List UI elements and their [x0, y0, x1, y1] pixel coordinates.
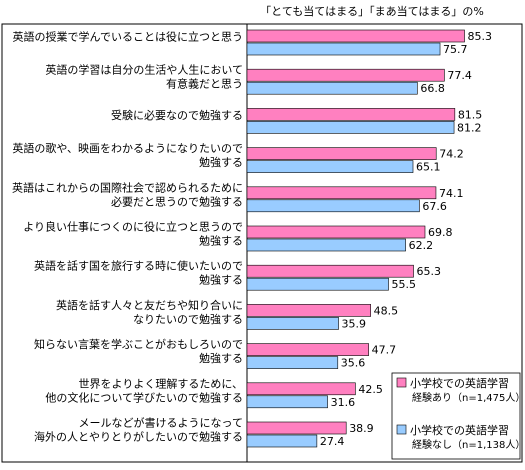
- bar-without-experience: [246, 121, 455, 134]
- data-label: 31.6: [331, 396, 356, 409]
- data-label: 48.5: [374, 304, 399, 317]
- bars: [246, 29, 465, 448]
- bar-without-experience: [246, 277, 389, 291]
- bar-without-experience: [246, 356, 339, 369]
- bar-with-experience: [246, 147, 437, 160]
- bar-with-experience: [246, 68, 445, 82]
- legend-label: 小学校での英語学習経験あり（n=1,475人）: [410, 376, 525, 404]
- data-label: 75.7: [443, 43, 468, 56]
- category-label-line: 海外の人とやりとりがしたいので勉強する: [34, 430, 243, 444]
- category-label: メールなどが書けるようになって海外の人とやりとりがしたいので勉強する: [34, 416, 243, 444]
- category-label: 世界をよりよく理解するために、他の文化について学びたいので勉強する: [45, 376, 243, 404]
- bar-with-experience: [246, 382, 356, 396]
- category-label-line: なりたいので勉強する: [133, 312, 243, 326]
- data-label: 77.4: [447, 69, 472, 82]
- category-label-line: より良い仕事につくのに役に立つと思うので: [23, 220, 243, 234]
- data-label: 74.1: [439, 187, 464, 200]
- legend-label-line: 小学校での英語学習: [410, 423, 509, 437]
- bar-without-experience: [246, 395, 328, 409]
- data-label: 65.1: [416, 161, 441, 174]
- category-label: 知らない言葉を学ぶことがおもしろいので勉強する: [34, 337, 243, 365]
- bar-with-experience: [246, 225, 426, 239]
- legend-label: 小学校での英語学習経験なし（n=1,138人）: [410, 423, 525, 451]
- data-label: 55.5: [392, 278, 417, 291]
- data-label: 47.7: [372, 344, 397, 357]
- bar-without-experience: [246, 317, 339, 330]
- category-label-line: 勉強する: [199, 155, 243, 169]
- category-label-line: 必要だと思うので勉強する: [111, 194, 243, 208]
- category-label: 英語の授業で学んでいることは役に立つと思う: [13, 30, 243, 44]
- data-label: 65.3: [417, 265, 442, 278]
- bar-with-experience: [246, 421, 347, 435]
- category-label: 受験に必要なので勉強する: [111, 108, 243, 122]
- data-label: 81.2: [457, 121, 482, 134]
- legend-box: [391, 372, 521, 460]
- data-label: 38.9: [349, 422, 374, 435]
- bar-with-experience: [246, 108, 456, 121]
- category-label: 英語の学習は自分の生活や人生において有意義だと思う: [45, 63, 243, 91]
- bar-with-experience: [246, 264, 414, 278]
- category-label-line: 知らない言葉を学ぶことがおもしろいので: [34, 337, 243, 351]
- category-label-line: 有意義だと思う: [166, 77, 243, 91]
- data-label: 74.2: [439, 148, 464, 161]
- bar-without-experience: [246, 199, 420, 213]
- category-label-line: 英語を話す国を旅行する時に使いたいので: [34, 259, 243, 273]
- legend-swatch: [396, 377, 407, 388]
- category-label: 英語の歌や、映画をわかるようになりたいので勉強する: [12, 141, 243, 169]
- data-label: 62.2: [409, 239, 434, 252]
- bar-without-experience: [246, 238, 406, 252]
- category-label-line: メールなどが書けるようになって: [79, 416, 243, 430]
- data-label: 67.6: [422, 200, 447, 213]
- data-label: 85.3: [468, 30, 493, 43]
- category-label-line: 受験に必要なので勉強する: [111, 108, 243, 122]
- legend-label-line: 経験あり（n=1,475人）: [412, 391, 525, 404]
- category-label-line: 勉強する: [199, 273, 243, 287]
- bar-with-experience: [246, 186, 437, 200]
- data-label: 35.9: [342, 317, 367, 330]
- category-label-line: 英語の学習は自分の生活や人生において: [45, 63, 243, 77]
- data-label: 66.8: [420, 82, 445, 95]
- unit-note: 「とても当てはまる」「まあ当てはまる」の%: [260, 4, 484, 18]
- data-label: 69.8: [428, 226, 453, 239]
- category-labels: 英語の授業で学んでいることは役に立つと思う英語の学習は自分の生活や人生において有…: [12, 30, 243, 444]
- category-label: 英語はこれからの国際社会で認められるために必要だと思うので勉強する: [12, 180, 243, 208]
- data-label: 27.4: [320, 435, 345, 448]
- plot-frame: [1, 23, 523, 463]
- data-label: 81.5: [458, 108, 483, 121]
- bar-without-experience: [246, 81, 418, 95]
- category-label-line: 勉強する: [199, 234, 243, 248]
- bar-with-experience: [246, 343, 369, 356]
- bar-without-experience: [246, 160, 414, 173]
- category-label-line: 英語の授業で学んでいることは役に立つと思う: [13, 30, 243, 44]
- legend-label-line: 小学校での英語学習: [410, 376, 509, 390]
- legend: 小学校での英語学習経験あり（n=1,475人）小学校での英語学習経験なし（n=1…: [391, 372, 525, 460]
- category-label: 英語を話す国を旅行する時に使いたいので勉強する: [34, 259, 243, 287]
- category-label-line: 他の文化について学びたいので勉強する: [45, 390, 243, 404]
- category-label: 英語を話す人々と友だちや知り合いになりたいので勉強する: [56, 298, 243, 326]
- category-label-line: 英語を話す人々と友だちや知り合いに: [56, 298, 243, 312]
- category-label: より良い仕事につくのに役に立つと思うので勉強する: [23, 220, 243, 248]
- category-label-line: 英語はこれからの国際社会で認められるために: [12, 180, 243, 194]
- category-label-line: 英語の歌や、映画をわかるようになりたいので: [12, 141, 243, 155]
- legend-label-line: 経験なし（n=1,138人）: [412, 438, 525, 451]
- value-labels: 85.375.7 77.466.8 81.581.2 74.265.1 74.167.6…: [320, 30, 492, 448]
- bar-with-experience: [246, 29, 465, 43]
- legend-swatch: [396, 424, 407, 435]
- data-label: 42.5: [358, 383, 383, 396]
- data-label: 35.6: [341, 357, 366, 370]
- category-label-line: 勉強する: [199, 351, 243, 365]
- bar-without-experience: [246, 42, 441, 56]
- category-label-line: 世界をよりよく理解するために、: [79, 376, 243, 390]
- bar-with-experience: [246, 304, 371, 317]
- bar-without-experience: [246, 434, 318, 448]
